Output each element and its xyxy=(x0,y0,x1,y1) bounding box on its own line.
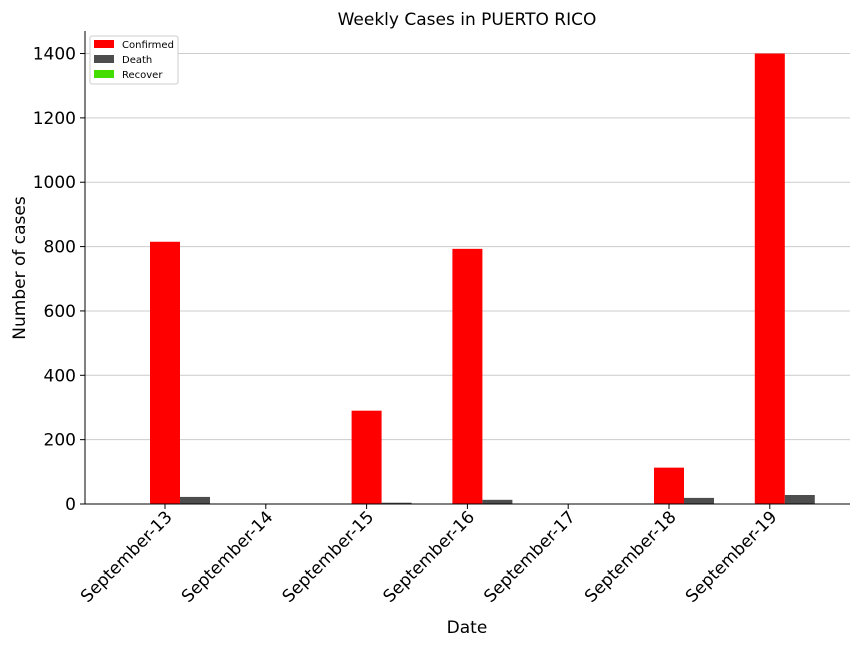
x-tick-label: September-16 xyxy=(379,507,478,606)
bar-confirmed xyxy=(754,53,785,505)
y-tick-label: 400 xyxy=(44,366,76,386)
y-tick-label: 200 xyxy=(44,431,76,451)
bars xyxy=(150,53,815,505)
x-tick-label: September-18 xyxy=(581,507,680,606)
x-tick-label: September-17 xyxy=(480,507,579,606)
bar-death xyxy=(381,502,412,504)
x-tick-label: September-14 xyxy=(178,507,277,606)
x-axis-title: Date xyxy=(447,618,488,638)
legend-label: Recover xyxy=(122,70,163,81)
legend-swatch xyxy=(94,40,114,48)
bar-confirmed xyxy=(150,241,180,505)
y-tick-labels: 0 200 400 600 800 1000 1200 1400 xyxy=(33,45,85,515)
y-tick-label: 1400 xyxy=(33,45,76,65)
y-tick-label: 1200 xyxy=(33,109,76,129)
bar-confirmed xyxy=(351,410,382,504)
bar-confirmed xyxy=(654,467,684,504)
y-axis-title: Number of cases xyxy=(10,196,30,340)
y-tick-label: 600 xyxy=(44,302,76,322)
bar-death xyxy=(684,497,714,504)
bar-death xyxy=(784,494,815,504)
y-tick-label: 0 xyxy=(65,495,76,515)
bar-confirmed xyxy=(452,248,483,504)
x-tick-label: September-15 xyxy=(279,507,378,606)
legend-label: Confirmed xyxy=(122,40,174,51)
bar-death xyxy=(482,499,513,504)
x-tick-labels: September-13 September-14 September-15 Sept… xyxy=(77,504,781,607)
bar-death xyxy=(180,496,210,504)
y-tick-label: 800 xyxy=(44,238,76,258)
y-tick-label: 1000 xyxy=(33,173,76,193)
chart-title: Weekly Cases in PUERTO RICO xyxy=(338,10,597,30)
legend-swatch xyxy=(94,70,114,78)
legend-label: Death xyxy=(122,55,152,66)
legend: Confirmed Death Recover xyxy=(89,35,179,85)
legend-swatch xyxy=(94,55,114,63)
x-tick-label: September-19 xyxy=(682,507,781,606)
x-tick-label: September-13 xyxy=(77,507,176,606)
